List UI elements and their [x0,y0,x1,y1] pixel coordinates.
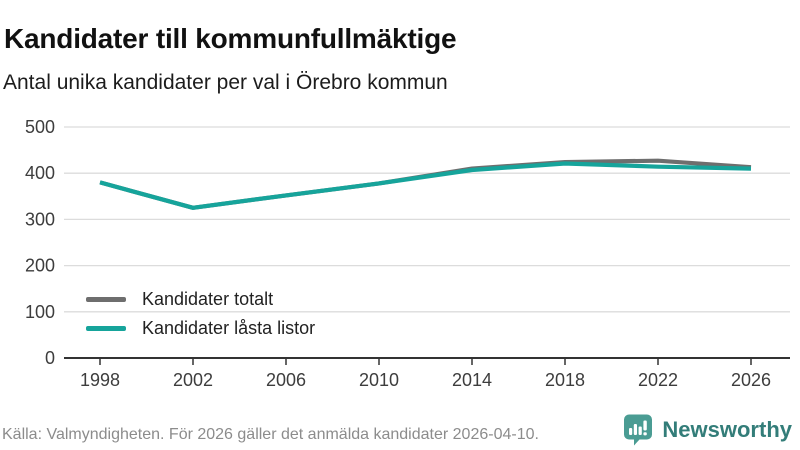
y-tick-label: 400 [25,163,55,183]
series-line-1 [99,161,752,210]
line-chart: 0 100 200 300 400 500 1998 2002 2006 2010 2014 2018… [0,108,800,410]
x-tick-label: 2022 [638,370,678,390]
y-tick-label: 0 [45,348,55,368]
x-tick-label: 1998 [80,370,120,390]
page-title: Kandidater till kommunfullmäktige [4,22,457,54]
line-chart-canvas: 0 100 200 300 400 500 1998 2002 2006 2010 2014 2018… [25,117,790,390]
x-tick-label: 2018 [545,370,585,390]
legend-swatch-total [86,296,126,302]
legend-label-total: Kandidater totalt [142,288,274,309]
legend-label-locked-lists: Kandidater låsta listor [142,317,316,338]
source-note: Källa: Valmyndigheten. För 2026 gäller d… [2,426,539,443]
x-tick-label: 2026 [731,370,771,390]
y-tick-label: 300 [25,209,55,229]
y-tick-label: 200 [25,256,55,276]
y-tick-label: 500 [25,117,55,137]
x-tick-label: 2006 [266,370,306,390]
x-tick-label: 2014 [452,370,492,390]
legend-swatch-locked-lists [86,325,126,331]
newsworthy-branding: Newsworthy [622,413,792,446]
x-tick-label: 2010 [359,370,399,390]
x-tick-label: 2002 [173,370,213,390]
y-tick-label: 100 [25,302,55,322]
chart-subtitle: Antal unika kandidater per val i Örebro … [3,71,448,94]
legend-item-locked-lists: Kandidater låsta listor [86,317,315,339]
newsworthy-chart-bubble-icon [624,414,653,446]
legend-item-total: Kandidater totalt [86,288,315,310]
chart-legend: Kandidater totalt Kandidater låsta listo… [86,288,315,339]
newsworthy-wordmark: Newsworthy [662,416,792,442]
